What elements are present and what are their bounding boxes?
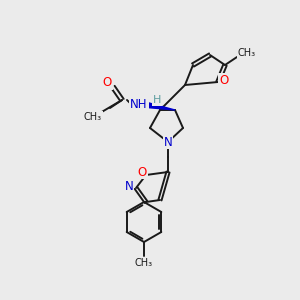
Text: O: O [219,74,229,86]
Text: H: H [153,95,161,105]
Text: O: O [102,76,112,89]
Polygon shape [147,103,175,110]
Text: CH₃: CH₃ [238,48,256,58]
Text: N: N [124,181,134,194]
Text: CH₃: CH₃ [84,112,102,122]
Text: N: N [164,136,172,148]
Text: CH₃: CH₃ [135,258,153,268]
Text: NH: NH [130,98,148,112]
Text: O: O [137,166,147,178]
